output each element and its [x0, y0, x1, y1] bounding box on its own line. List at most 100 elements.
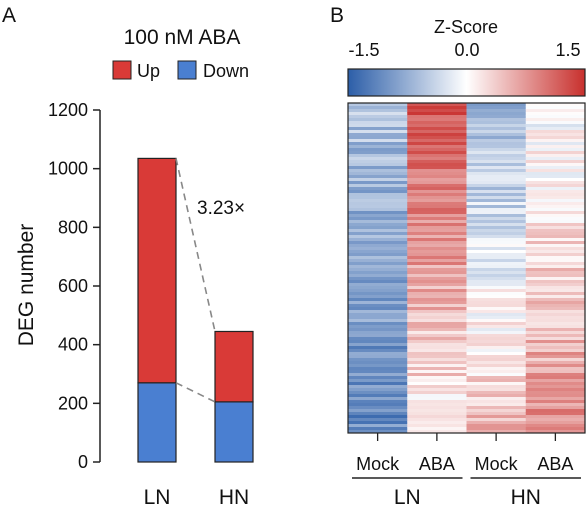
- heatmap-cell: [348, 112, 408, 116]
- heatmap-cell: [525, 166, 586, 170]
- heatmap-cell: [348, 232, 408, 236]
- heatmap-cell: [525, 133, 586, 137]
- heatmap-cell: [348, 139, 408, 143]
- heatmap-cell: [407, 154, 467, 158]
- heatmap-cell: [525, 334, 586, 338]
- heatmap-cell: [407, 286, 467, 290]
- heatmap-cell: [466, 253, 527, 257]
- colorbar-tick-pos: 1.5: [555, 40, 580, 60]
- heatmap-cell: [407, 130, 467, 134]
- heatmap-cell: [407, 394, 467, 398]
- heatmap-cell: [466, 211, 527, 215]
- heatmap-cell: [466, 154, 527, 158]
- heatmap-cell: [466, 124, 527, 128]
- heatmap-cell: [407, 169, 467, 173]
- heatmap-cell: [407, 412, 467, 416]
- heatmap-cell: [348, 301, 408, 305]
- heatmap-cell: [525, 214, 586, 218]
- heatmap-cell: [466, 388, 527, 392]
- heatmap-cell: [348, 247, 408, 251]
- heatmap-cell: [407, 307, 467, 311]
- heatmap-cell: [348, 388, 408, 392]
- heatmap-cell: [348, 379, 408, 383]
- heatmap-cell: [407, 262, 467, 266]
- heatmap-cell: [466, 217, 527, 221]
- heatmap-cell: [348, 154, 408, 158]
- heatmap-cell: [407, 253, 467, 257]
- heatmap-cell: [525, 301, 586, 305]
- heatmap-cell: [348, 415, 408, 419]
- heatmap-cell: [348, 193, 408, 197]
- heatmap-cell: [466, 349, 527, 353]
- heatmap-cell: [525, 268, 586, 272]
- heatmap-cell: [407, 127, 467, 131]
- heatmap-cell: [348, 358, 408, 362]
- heatmap-cell: [466, 220, 527, 224]
- heatmap-cell: [407, 289, 467, 293]
- heatmap-cell: [525, 208, 586, 212]
- heatmap-cell: [525, 328, 586, 332]
- legend-down-label: Down: [203, 61, 249, 81]
- y-axis-label: DEG number: [15, 224, 38, 347]
- heatmap-cell: [348, 403, 408, 407]
- legend-down-swatch: [177, 60, 197, 80]
- heatmap-cell: [407, 247, 467, 251]
- heatmap-cell: [407, 268, 467, 272]
- heatmap-cell: [525, 163, 586, 167]
- heatmap-cell: [407, 265, 467, 269]
- heatmap-cell: [348, 364, 408, 368]
- heatmap-cell: [407, 157, 467, 161]
- connector-total: [175, 158, 216, 332]
- heatmap-cell: [348, 352, 408, 356]
- heatmap-cell: [466, 118, 527, 122]
- bar-up: [137, 157, 177, 384]
- heatmap-cell: [407, 145, 467, 149]
- colorbar-title: Z-Score: [434, 17, 498, 37]
- heatmap-cell: [466, 403, 527, 407]
- heatmap-cell: [466, 184, 527, 188]
- heatmap-cell: [525, 424, 586, 428]
- panel-b: B Z-Score -1.5 0.0 1.5 Mock ABA Mock ABA LN H…: [330, 4, 586, 509]
- colorbar: [347, 68, 586, 97]
- heatmap-cell: [525, 286, 586, 290]
- heatmap-cell: [466, 187, 527, 191]
- heatmap-cell: [525, 289, 586, 293]
- heatmap-cell: [525, 139, 586, 143]
- heatmap-cell: [466, 376, 527, 380]
- heatmap-cell: [525, 247, 586, 251]
- heatmap-cell: [407, 349, 467, 353]
- heatmap-cell: [407, 277, 467, 281]
- heatmap-cell: [348, 133, 408, 137]
- heatmap-cell: [525, 274, 586, 278]
- heatmap-cell: [348, 343, 408, 347]
- heatmap-cell: [407, 424, 467, 428]
- heatmap-cell: [466, 265, 527, 269]
- heatmap-cell: [348, 346, 408, 350]
- heatmap-cell: [407, 361, 467, 365]
- heatmap-cell: [348, 322, 408, 326]
- heatmap-cell: [407, 427, 467, 431]
- heatmap-cell: [348, 106, 408, 110]
- heatmap-cell: [348, 421, 408, 425]
- heatmap-cell: [348, 424, 408, 428]
- heatmap-cell: [466, 367, 527, 371]
- heatmap-cell: [466, 214, 527, 218]
- heatmap-cell: [466, 268, 527, 272]
- heatmap-cell: [466, 160, 527, 164]
- heatmap-cell: [407, 280, 467, 284]
- heatmap-cell: [407, 142, 467, 146]
- heatmap-cell: [407, 358, 467, 362]
- heatmap-cell: [407, 385, 467, 389]
- heatmap-cell: [466, 334, 527, 338]
- heatmap-cell: [466, 313, 527, 317]
- heatmap-cell: [466, 271, 527, 275]
- heatmap-cell: [466, 364, 527, 368]
- heatmap-cell: [525, 184, 586, 188]
- heatmap-cell: [466, 394, 527, 398]
- heatmap-cell: [525, 310, 586, 314]
- heatmap-cell: [525, 145, 586, 149]
- heatmap-cell: [466, 355, 527, 359]
- heatmap-cell: [407, 313, 467, 317]
- heatmap-cell: [466, 157, 527, 161]
- heatmap-cell: [348, 427, 408, 431]
